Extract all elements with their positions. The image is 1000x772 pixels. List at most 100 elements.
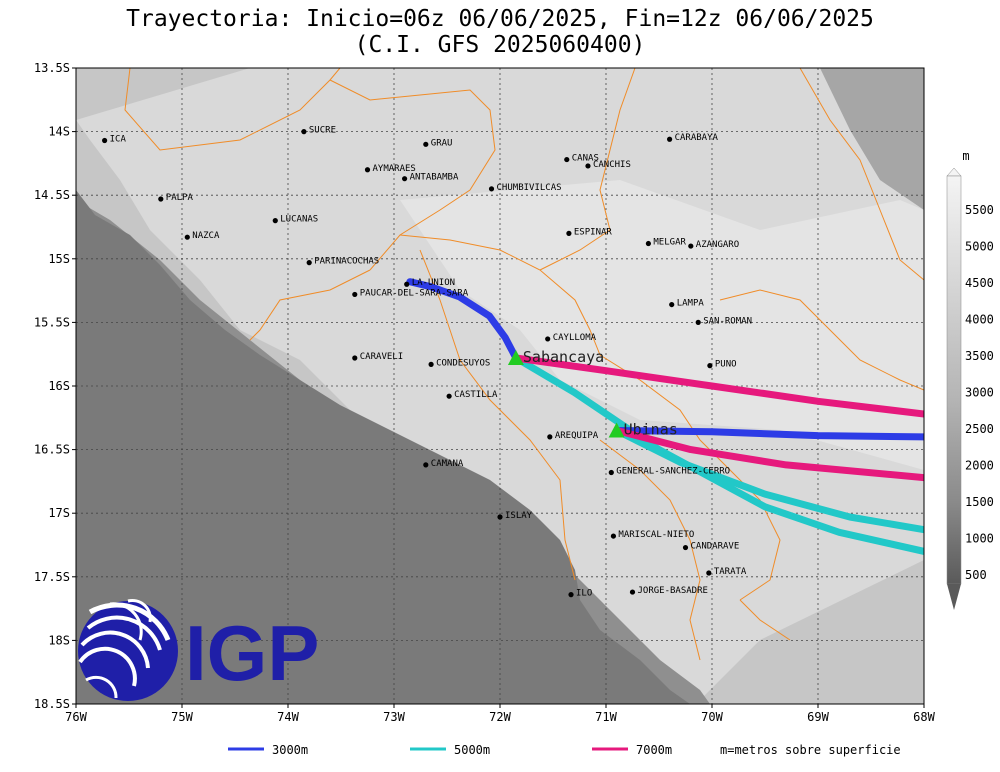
place-marker <box>446 393 452 399</box>
place-label: TARATA <box>714 567 747 577</box>
place-label: LA-UNION <box>412 278 455 288</box>
volcano-label: Sabancaya <box>523 348 604 366</box>
place-marker <box>706 570 712 576</box>
lon-tick-label: 71W <box>595 710 617 724</box>
lat-tick-label: 17S <box>48 506 70 520</box>
legend-label: 7000m <box>636 743 672 757</box>
trajectory-layer <box>406 278 924 555</box>
lat-tick-label: 14.5S <box>34 188 70 202</box>
lat-tick-label: 14S <box>48 125 70 139</box>
place-marker <box>423 141 429 147</box>
place-marker <box>610 533 617 539</box>
place-label: CONDESUYOS <box>436 358 490 368</box>
place-marker <box>669 301 675 308</box>
colorbar-unit: m <box>962 149 969 163</box>
legend-label: 3000m <box>272 743 308 757</box>
trajectory-5000m <box>512 354 924 555</box>
place-label: ESPINAR <box>574 227 613 237</box>
igp-logo-text: IGP <box>185 609 319 697</box>
place-label: AZANGARO <box>696 240 739 250</box>
trajectory-7000m <box>512 354 924 418</box>
lat-tick-label: 13.5S <box>34 61 70 75</box>
place-marker <box>566 230 572 236</box>
legend-note: m=metros sobre superficie <box>720 743 901 757</box>
colorbar: m 5500 5000 4500 4000 3500 3000 2500 2000 1500 10… <box>946 149 994 610</box>
lat-tick-label: 15.5S <box>34 315 70 329</box>
place-marker <box>364 167 371 173</box>
lat-tick-label: 18S <box>48 633 70 647</box>
lat-tick-label: 16S <box>48 379 70 393</box>
colorbar-tick-label: 4500 <box>965 276 994 290</box>
legend-label: 5000m <box>454 743 490 757</box>
colorbar-top-cap <box>946 167 962 177</box>
place-label: CANCHIS <box>593 160 631 170</box>
longitude-axis: 76W 75W 74W 73W 72W 71W 70W 69W 68W <box>65 704 936 724</box>
lon-tick-label: 70W <box>701 710 723 724</box>
place-marker <box>272 218 278 224</box>
place-label: CARABAYA <box>675 133 719 143</box>
place-label: AREQUIPA <box>555 431 599 441</box>
place-label: GENERAL-SANCHEZ-CERRO <box>616 466 730 476</box>
colorbar-scale <box>946 175 962 585</box>
place-marker <box>102 137 108 144</box>
place-marker <box>545 336 551 342</box>
place-label: CANAS <box>572 154 599 164</box>
admin-borders <box>124 68 924 661</box>
place-marker <box>402 176 408 182</box>
place-label: PARINACOCHAS <box>314 257 379 267</box>
colorbar-tick-label: 5000 <box>965 240 994 254</box>
volcano-marker <box>507 350 524 366</box>
place-marker <box>547 434 553 440</box>
place-label: CARAVELI <box>360 352 403 362</box>
lat-tick-label: 16.5S <box>34 443 70 457</box>
latitude-axis: 13.5S 14S 14.5S 15S 15.5S 16S 16.5S 17S 17.5S 18S… <box>34 61 76 711</box>
colorbar-tick-label: 500 <box>965 568 987 582</box>
place-label: ICA <box>110 135 127 145</box>
place-label: ANTABAMBA <box>410 173 459 183</box>
volcano-layer: Sabancaya Ubinas <box>507 348 678 439</box>
graticule <box>76 68 924 704</box>
place-label: JORGE-BASADRE <box>638 586 708 596</box>
place-label: PALPA <box>166 193 194 203</box>
place-marker <box>488 186 495 192</box>
place-label: SUCRE <box>309 126 336 136</box>
colorbar-tick-label: 2000 <box>965 459 994 473</box>
colorbar-tick-label: 2500 <box>965 422 994 436</box>
place-marker <box>404 281 410 287</box>
place-marker <box>158 196 164 202</box>
lon-tick-label: 68W <box>913 710 935 724</box>
place-marker <box>428 361 434 367</box>
place-marker <box>608 469 614 476</box>
map-title-line2: (C.I. GFS 2025060400) <box>355 32 646 58</box>
igp-logo: IGP <box>78 599 319 701</box>
colorbar-tick-label: 3000 <box>965 386 994 400</box>
place-label: MARISCAL-NIETO <box>618 530 694 540</box>
place-marker <box>585 163 591 169</box>
legend: m=metros sobre superficie 3000m 5000m 7000… <box>228 743 901 757</box>
lat-tick-label: 15S <box>48 252 70 266</box>
colorbar-ticks: 5500 5000 4500 4000 3500 3000 2500 2000 1500 1000… <box>965 203 994 582</box>
lat-tick-label: 18.5S <box>34 697 70 711</box>
place-marker <box>306 260 312 266</box>
place-marker <box>695 319 701 325</box>
place-marker <box>667 136 673 142</box>
colorbar-tick-label: 3500 <box>965 349 994 363</box>
terrain-amazon-lowlands <box>820 68 924 210</box>
ocean <box>76 190 690 704</box>
place-label: PAUCAR-DEL-SARA-SARA <box>360 288 469 298</box>
place-label: ISLAY <box>505 511 533 521</box>
lon-tick-label: 75W <box>171 710 193 724</box>
colorbar-tick-label: 1500 <box>965 495 994 509</box>
volcano-label: Ubinas <box>624 421 678 439</box>
place-marker <box>682 544 689 551</box>
trajectory-5000m <box>613 427 924 534</box>
place-label: CHUMBIVILCAS <box>497 183 562 193</box>
place-label: SAN-ROMAN <box>703 316 752 326</box>
place-label: NAZCA <box>192 231 220 241</box>
place-marker <box>352 355 358 361</box>
place-label: MELGAR <box>653 238 686 248</box>
colorbar-tick-label: 1000 <box>965 532 994 546</box>
